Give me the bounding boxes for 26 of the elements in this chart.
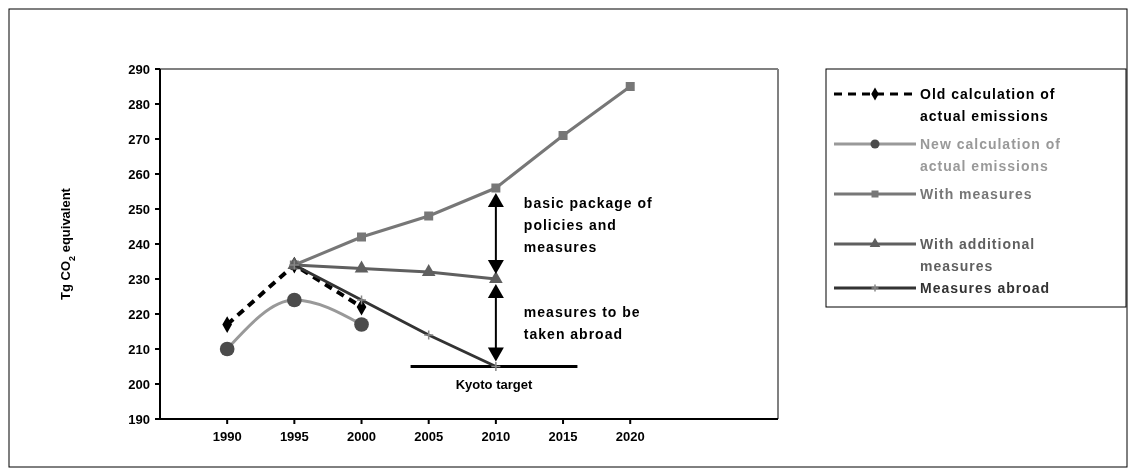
annotation: basic package of policies and measures [523,195,653,256]
text: New calculation of actual emissions [920,135,1061,174]
y-tick-label: 240 [128,236,150,252]
x-tick-label: 2005 [414,429,444,444]
x-tick-label: 2000 [347,429,376,444]
y-tick-label: 190 [128,411,150,427]
text: With additional measures [920,235,1036,274]
x-tick-label: 2010 [481,429,511,444]
y-tick-label: 230 [128,271,150,287]
text: With measures [920,185,1033,202]
y-tick-label: 210 [128,341,150,357]
x-tick-label: 2020 [615,429,645,444]
text: Measures abroad [920,279,1051,296]
y-tick-label: 260 [128,166,150,182]
text: Old calculation of actual emissions [920,85,1056,124]
x-tick-label: 1995 [279,429,309,444]
y-tick-label: 280 [128,96,150,112]
x-tick-label: 2015 [548,429,578,444]
x-tick-label: 1990 [212,429,242,444]
y-tick-label: 290 [128,61,150,77]
y-tick-label: 220 [128,306,150,322]
y-tick-label: 270 [128,131,150,147]
legend-label: Kyoto target [455,376,533,392]
y-tick-label: 250 [128,201,150,217]
y-tick-label: 200 [128,376,150,392]
annotation: measures to be taken abroad [523,303,641,342]
